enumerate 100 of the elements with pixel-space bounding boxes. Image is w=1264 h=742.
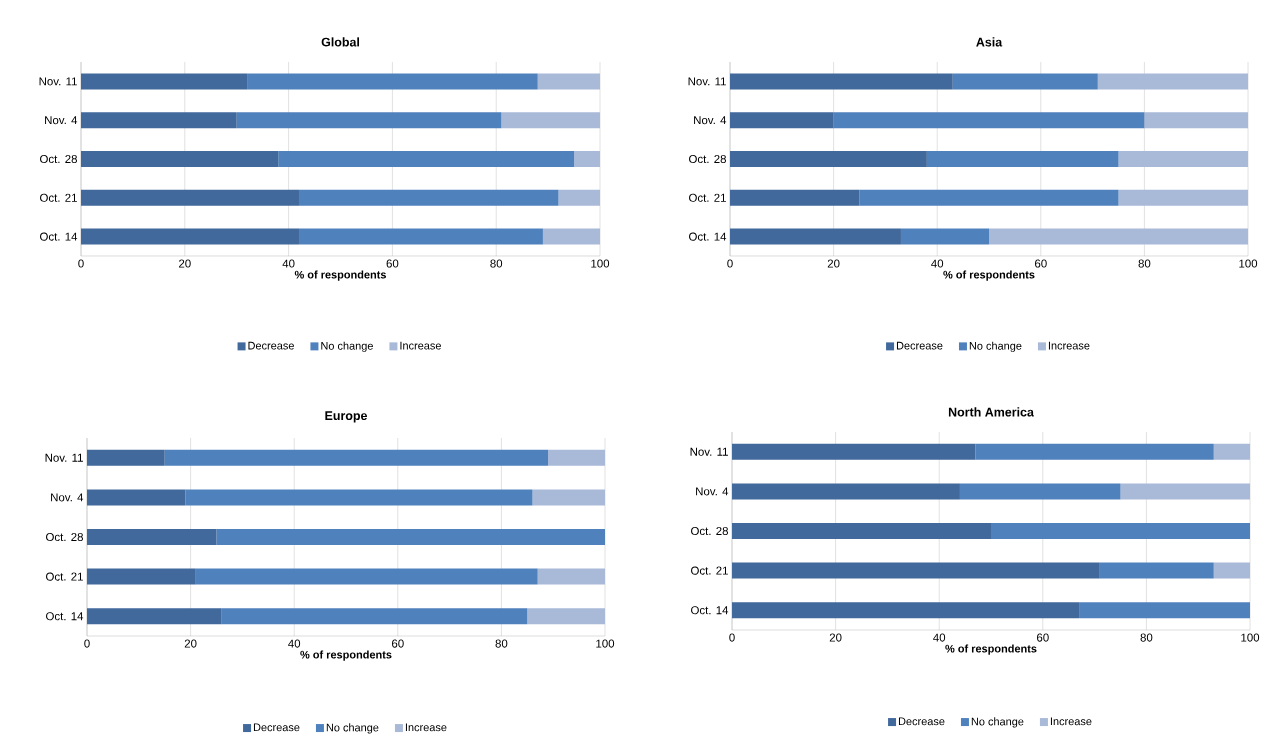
bar xyxy=(548,449,606,466)
y-tick-label: Oct. 14 xyxy=(689,232,727,241)
x-tick-label: 80 xyxy=(490,259,503,268)
chart-title: North America xyxy=(948,407,1034,417)
x-tick-label: 40 xyxy=(288,639,301,648)
x-tick-label: 0 xyxy=(727,259,733,268)
bar xyxy=(87,608,222,625)
bar xyxy=(501,112,601,129)
bar xyxy=(298,189,559,206)
x-tick-label: 40 xyxy=(282,259,295,268)
bar xyxy=(527,608,606,625)
y-tick-label: Oct. 21 xyxy=(689,193,726,202)
bar xyxy=(278,151,575,167)
bar xyxy=(221,608,528,625)
bar xyxy=(542,228,601,245)
x-tick-label: 100 xyxy=(1241,633,1260,642)
y-tick-label: Oct. 14 xyxy=(691,606,729,615)
bar xyxy=(732,443,976,460)
bar xyxy=(730,73,953,90)
y-tick-label: Nov. 11 xyxy=(39,77,77,86)
bar xyxy=(247,73,538,90)
bar xyxy=(1118,189,1249,206)
bar xyxy=(1120,483,1251,500)
bar xyxy=(216,529,606,545)
y-tick-label: Oct. 28 xyxy=(40,154,77,164)
chart-title: Europe xyxy=(325,411,368,423)
bar xyxy=(81,189,299,206)
bar xyxy=(1079,602,1251,619)
x-tick-label: 100 xyxy=(1239,259,1258,268)
x-axis-title: % of respondents xyxy=(945,644,1037,655)
x-tick-label: 100 xyxy=(591,259,610,268)
y-tick-label: Oct. 28 xyxy=(689,154,726,164)
x-axis-title: % of respondents xyxy=(943,270,1035,281)
bar xyxy=(926,151,1119,167)
bar xyxy=(195,568,538,585)
legend-label: No change xyxy=(321,341,373,352)
bar xyxy=(87,489,186,506)
x-tick-label: 20 xyxy=(184,639,197,648)
x-tick-label: 20 xyxy=(829,633,842,642)
x-tick-label: 40 xyxy=(931,259,944,268)
bar xyxy=(298,228,543,245)
x-tick-label: 0 xyxy=(84,639,90,648)
bar xyxy=(87,529,217,545)
legend-label: Decrease xyxy=(248,341,294,350)
bar xyxy=(574,151,601,167)
y-tick-label: Oct. 21 xyxy=(691,566,728,575)
bar xyxy=(732,483,960,500)
y-tick-label: Oct. 21 xyxy=(40,193,77,202)
bar xyxy=(833,112,1145,129)
legend-label: Increase xyxy=(405,723,447,732)
y-tick-label: Nov. 11 xyxy=(690,447,728,456)
y-tick-label: Nov. 4 xyxy=(696,487,729,496)
bar xyxy=(732,602,1080,619)
bar xyxy=(537,73,601,90)
legend-label: Increase xyxy=(1048,341,1090,350)
bar xyxy=(81,228,299,245)
x-tick-label: 40 xyxy=(933,633,946,642)
legend-label: Decrease xyxy=(253,723,300,732)
bar xyxy=(991,523,1251,539)
bar xyxy=(81,73,248,90)
x-tick-label: 20 xyxy=(179,259,191,268)
y-tick-label: Nov. 4 xyxy=(45,116,78,125)
chart-title: Asia xyxy=(976,37,1003,47)
legend-label: Decrease xyxy=(896,341,943,350)
bar xyxy=(900,228,990,245)
x-tick-label: 20 xyxy=(827,259,840,268)
bar xyxy=(1213,443,1251,460)
x-tick-label: 0 xyxy=(729,633,735,642)
bar xyxy=(730,228,901,245)
x-tick-label: 80 xyxy=(1138,259,1151,268)
bar xyxy=(975,443,1214,460)
y-tick-label: Oct. 14 xyxy=(40,232,78,241)
bar xyxy=(989,228,1249,245)
bar xyxy=(1213,562,1251,579)
bar xyxy=(732,523,992,539)
legend-label: Increase xyxy=(1050,717,1092,726)
y-tick-label: Nov. 11 xyxy=(688,77,726,86)
x-tick-label: 80 xyxy=(495,639,508,648)
bar xyxy=(87,568,196,585)
x-tick-label: 100 xyxy=(596,639,615,648)
x-tick-label: 60 xyxy=(1037,633,1049,642)
y-tick-label: Nov. 11 xyxy=(45,453,83,462)
bar xyxy=(532,489,606,506)
y-tick-label: Oct. 28 xyxy=(46,532,83,542)
y-tick-label: Nov. 4 xyxy=(694,116,727,125)
bar xyxy=(164,449,549,466)
bar xyxy=(959,483,1121,500)
bar xyxy=(952,73,1098,90)
bar xyxy=(185,489,533,506)
x-tick-label: 80 xyxy=(1140,633,1153,642)
bar xyxy=(537,568,606,585)
bar xyxy=(1097,73,1249,90)
bar xyxy=(730,151,927,167)
bar xyxy=(859,189,1119,206)
legend-label: Decrease xyxy=(898,717,945,726)
bar xyxy=(1118,151,1249,167)
y-tick-label: Oct. 14 xyxy=(46,612,84,621)
legend-label: No change xyxy=(326,723,379,734)
x-tick-label: 60 xyxy=(392,639,404,648)
bar xyxy=(81,151,279,167)
